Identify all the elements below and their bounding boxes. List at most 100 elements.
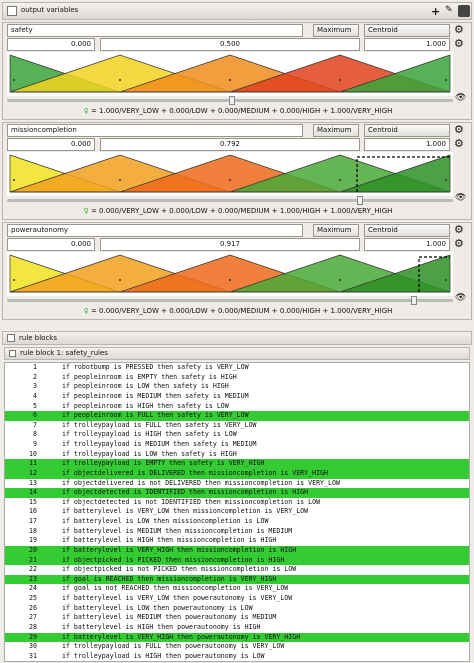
- minimum-input[interactable]: 0.000: [7, 138, 95, 151]
- rule-row[interactable]: 8 if trolleypayload is HIGH then safety i…: [5, 430, 469, 440]
- rule-row[interactable]: 24 if goal is not REACHED then missioncom…: [5, 584, 469, 594]
- settings-button[interactable]: ⚙: [454, 137, 464, 150]
- rule-text: if trolleypayload is FULL then safety is…: [62, 420, 257, 429]
- value-slider[interactable]: [7, 196, 453, 205]
- slider-handle[interactable]: [411, 296, 417, 305]
- rule-number: 20: [29, 545, 37, 554]
- rule-text: if batterylevel is HIGH then missioncomp…: [62, 536, 277, 545]
- aggregation-select[interactable]: Maximum: [313, 124, 359, 137]
- rule-row[interactable]: 1 if robotbump is PRESSED then safety is …: [5, 363, 469, 373]
- defuzzifier-select[interactable]: Centroid: [364, 224, 450, 237]
- value-input[interactable]: 0.500: [100, 38, 360, 51]
- rule-row[interactable]: 7 if trolleypayload is FULL then safety i…: [5, 421, 469, 431]
- rule-number: 18: [29, 526, 37, 535]
- rule-row[interactable]: 20 if batterylevel is VERY_HIGH then miss…: [5, 545, 469, 556]
- rule-row[interactable]: 6 if peopleinroom is FULL then safety is …: [5, 411, 469, 421]
- rule-row[interactable]: 2 if peopleinroom is EMPTY then safety is…: [5, 373, 469, 383]
- term-center: [445, 79, 447, 81]
- visibility-toggle[interactable]: 👁: [455, 193, 467, 203]
- rule-row[interactable]: 28 if batterylevel is HIGH then powerauto…: [5, 623, 469, 633]
- rule-number: 24: [29, 584, 37, 593]
- rule-number: 27: [29, 613, 37, 622]
- edit-button[interactable]: ✎: [445, 5, 453, 15]
- settings-button[interactable]: ⚙: [454, 23, 464, 36]
- settings-button[interactable]: ⚙: [454, 223, 464, 236]
- rule-row[interactable]: 5 if peopleinroom is HIGH then safety is …: [5, 402, 469, 412]
- rule-row[interactable]: 25 if batterylevel is VERY_LOW then power…: [5, 594, 469, 604]
- rule-row[interactable]: 16 if batterylevel is VERY_LOW then missi…: [5, 507, 469, 517]
- settings-button[interactable]: ⚙: [454, 37, 464, 50]
- rule-text: if objectdelivered is DELIVERED then mis…: [62, 468, 328, 477]
- value-input[interactable]: 0.917: [100, 238, 360, 251]
- rule-row[interactable]: 12 if objectdelivered is DELIVERED then m…: [5, 468, 469, 479]
- defuzzifier-select[interactable]: Centroid: [364, 124, 450, 137]
- rule-row[interactable]: 23 if goal is REACHED then missioncomplet…: [5, 574, 469, 585]
- rule-row[interactable]: 9 if trolleypayload is MEDIUM then safety…: [5, 440, 469, 450]
- checkbox[interactable]: [7, 334, 15, 342]
- settings-button[interactable]: ⚙: [454, 123, 464, 136]
- visibility-toggle[interactable]: 👁: [455, 293, 467, 303]
- rule-text: if objectpicked is PICKED then missionco…: [62, 555, 285, 564]
- rule-row[interactable]: 14 if objectdetected is IDENTIFIED then m…: [5, 488, 469, 498]
- variable-panel: safety Maximum Centroid ⚙ 0.000 0.500 1.000 ⚙ 👁 ♀…: [2, 22, 472, 120]
- centroid-marker: [356, 156, 450, 192]
- variable-panel: powerautonomy Maximum Centroid ⚙ 0.000 0.917 1…: [2, 222, 472, 320]
- rule-number: 26: [29, 603, 37, 612]
- defuzzifier-select[interactable]: Centroid: [364, 24, 450, 37]
- rule-text: if batterylevel is VERY_LOW then powerau…: [62, 594, 293, 602]
- membership-chart: [7, 252, 453, 296]
- rule-row[interactable]: 3 if peopleinroom is LOW then safety is H…: [5, 382, 469, 392]
- rule-row[interactable]: 17 if batterylevel is LOW then missioncom…: [5, 517, 469, 527]
- rule-row[interactable]: 4 if peopleinroom is MEDIUM then safety i…: [5, 392, 469, 402]
- slider-handle[interactable]: [229, 96, 235, 105]
- rule-number: 21: [29, 555, 37, 564]
- maximum-input[interactable]: 1.000: [364, 38, 450, 51]
- variable-name: missioncompletion: [7, 124, 303, 137]
- rule-row[interactable]: 15 if objectdetected is not IDENTIFIED th…: [5, 498, 469, 508]
- minimum-input[interactable]: 0.000: [7, 38, 95, 51]
- settings-button[interactable]: ⚙: [454, 237, 464, 250]
- output-panel-header: output variables + ✎: [2, 2, 472, 20]
- checkbox[interactable]: [7, 6, 17, 16]
- checkbox[interactable]: [9, 350, 16, 357]
- formula-row: ♀ = 1.000/VERY_LOW + 0.000/LOW + 0.000/M…: [3, 107, 473, 115]
- rule-text: if batterylevel is MEDIUM then missionco…: [62, 526, 293, 535]
- rule-text: if peopleinroom is LOW then safety is HI…: [62, 382, 229, 391]
- minimum-input[interactable]: 0.000: [7, 238, 95, 251]
- variable-name: safety: [7, 24, 303, 37]
- rule-row[interactable]: 26 if batterylevel is LOW then powerauton…: [5, 604, 469, 614]
- add-button[interactable]: +: [431, 5, 441, 18]
- rule-row[interactable]: 27 if batterylevel is MEDIUM then powerau…: [5, 613, 469, 623]
- maximum-input[interactable]: 1.000: [364, 138, 450, 151]
- visibility-toggle[interactable]: 👁: [455, 93, 467, 103]
- rule-row[interactable]: 31 if trolleypayload is HIGH then powerau…: [5, 652, 469, 661]
- rule-number: 2: [33, 372, 37, 381]
- value-input[interactable]: 0.792: [100, 138, 360, 151]
- aggregation-select[interactable]: Maximum: [313, 24, 359, 37]
- rule-number: 16: [29, 507, 37, 516]
- maximum-input[interactable]: 1.000: [364, 238, 450, 251]
- formula: = 0.000/VERY_LOW + 0.000/LOW + 0.000/MED…: [90, 207, 393, 215]
- remove-button[interactable]: [458, 5, 470, 17]
- slider-handle[interactable]: [357, 196, 363, 205]
- panel-title: rule blocks: [19, 334, 58, 342]
- rule-block-title: rule block 1: safety_rules: [20, 349, 108, 357]
- rule-row[interactable]: 30 if trolleypayload is FULL then powerau…: [5, 642, 469, 652]
- rule-row[interactable]: 22 if objectpicked is not PICKED then mis…: [5, 565, 469, 575]
- value-slider[interactable]: [7, 96, 453, 105]
- formula-icon: ♀: [83, 207, 91, 215]
- rule-row[interactable]: 11 if trolleypayload is EMPTY then safety…: [5, 459, 469, 469]
- rule-row[interactable]: 19 if batterylevel is HIGH then missionco…: [5, 536, 469, 546]
- value-slider[interactable]: [7, 296, 453, 305]
- rule-row[interactable]: 18 if batterylevel is MEDIUM then mission…: [5, 527, 469, 537]
- rule-row[interactable]: 13 if objectdelivered is not DELIVERED th…: [5, 479, 469, 489]
- rule-text: if trolleypayload is LOW then safety is …: [62, 449, 237, 458]
- rule-row[interactable]: 10 if trolleypayload is LOW then safety i…: [5, 450, 469, 460]
- rule-row[interactable]: 21 if objectpicked is PICKED then mission…: [5, 555, 469, 566]
- formula-row: ♀ = 0.000/VERY_LOW + 0.000/LOW + 0.000/M…: [3, 307, 473, 315]
- aggregation-select[interactable]: Maximum: [313, 224, 359, 237]
- rule-text: if batterylevel is VERY_LOW then mission…: [62, 507, 309, 516]
- rule-text: if trolleypayload is EMPTY then safety i…: [62, 459, 265, 468]
- term-center: [229, 179, 231, 181]
- rule-row[interactable]: 29 if batterylevel is VERY_HIGH then powe…: [5, 632, 469, 643]
